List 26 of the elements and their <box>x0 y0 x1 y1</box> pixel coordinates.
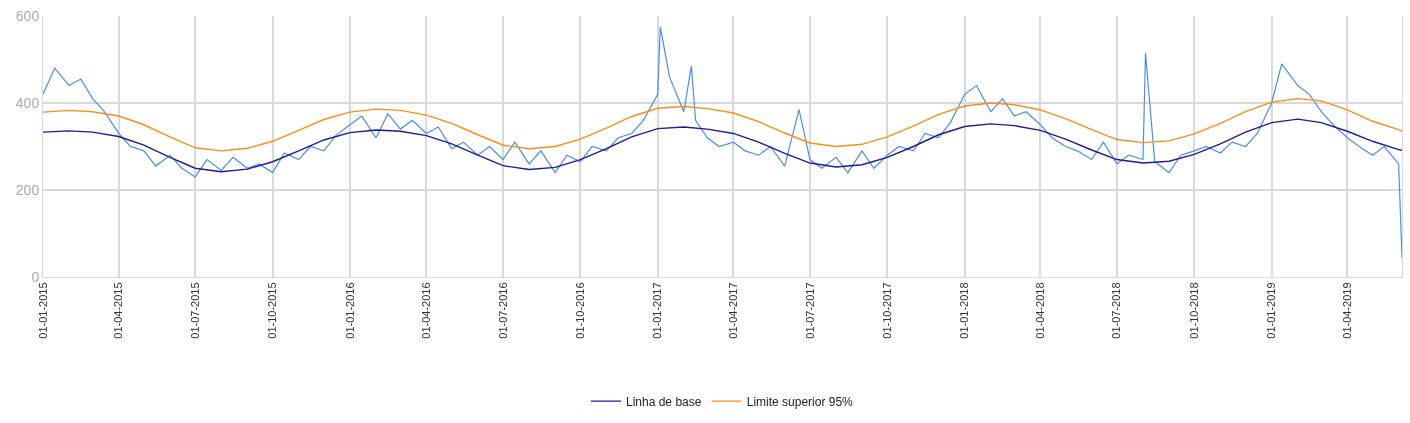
y-tick-label: 200 <box>15 181 40 198</box>
x-tick-label: 01-07-2016 <box>496 282 509 339</box>
x-tick-label: 01-04-2016 <box>420 282 433 339</box>
line-series <box>43 118 1402 173</box>
x-tick-label: 01-10-2015 <box>266 282 279 339</box>
x-tick-label: 01-07-2017 <box>803 282 816 339</box>
line-series <box>43 26 1402 259</box>
x-tick-label: 01-04-2019 <box>1340 282 1353 339</box>
x-tick-label: 01-10-2017 <box>880 282 893 339</box>
legend-label: Linha de base <box>626 394 702 409</box>
x-tick-label: 01-04-2017 <box>727 282 740 339</box>
x-tick-label: 01-01-2017 <box>651 282 664 339</box>
x-tick-label: 01-07-2018 <box>1110 282 1123 339</box>
y-tick-label: 400 <box>15 94 40 111</box>
x-tick-label: 01-01-2019 <box>1265 282 1278 339</box>
x-tick-label: 01-01-2018 <box>958 282 971 339</box>
x-tick-label: 01-01-2015 <box>36 282 49 339</box>
x-tick-label: 01-07-2015 <box>188 282 201 339</box>
x-tick-label: 01-10-2016 <box>573 282 586 339</box>
x-tick-label: 01-10-2018 <box>1187 282 1200 339</box>
line-series <box>43 97 1402 152</box>
y-tick-label: 600 <box>15 7 40 24</box>
x-tick-label: 01-04-2015 <box>112 282 125 339</box>
x-tick-label: 01-04-2018 <box>1033 282 1046 339</box>
legend-label: Limite superior 95% <box>746 394 854 409</box>
x-tick-label: 01-01-2016 <box>343 282 356 339</box>
